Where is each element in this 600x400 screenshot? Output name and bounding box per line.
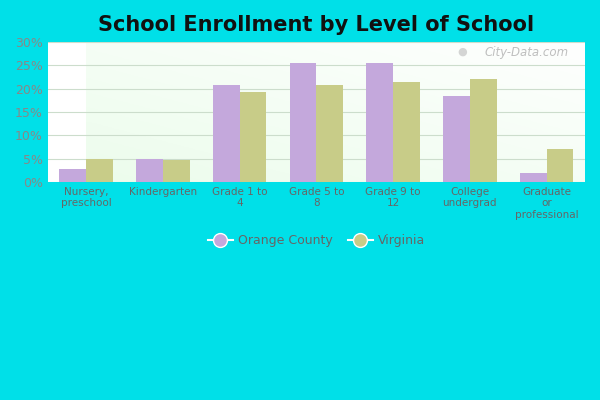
Bar [393, 82, 420, 182]
Title: School Enrollment by Level of School: School Enrollment by Level of School [98, 15, 535, 35]
Bar [547, 149, 574, 182]
Bar [290, 63, 316, 182]
Bar [163, 160, 190, 182]
Bar [59, 169, 86, 182]
Bar [520, 172, 547, 182]
Text: ●: ● [457, 46, 467, 56]
Bar [136, 158, 163, 182]
Bar [86, 160, 113, 182]
Bar [316, 85, 343, 182]
Legend: Orange County, Virginia: Orange County, Virginia [203, 230, 430, 252]
Bar [213, 85, 239, 182]
Bar [443, 96, 470, 182]
Bar [470, 79, 497, 182]
Bar [239, 92, 266, 182]
Bar [366, 63, 393, 182]
Text: City-Data.com: City-Data.com [485, 46, 569, 59]
